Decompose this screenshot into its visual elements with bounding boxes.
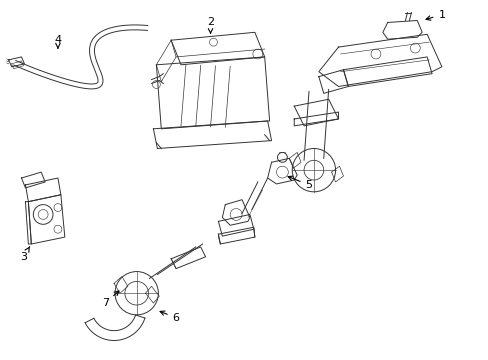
Text: 6: 6 [160,311,179,323]
Text: 3: 3 [20,247,30,262]
Text: 1: 1 [425,10,445,20]
Text: 5: 5 [287,176,312,190]
Text: 4: 4 [54,35,61,48]
Text: 2: 2 [206,18,214,33]
Text: 7: 7 [102,291,119,308]
